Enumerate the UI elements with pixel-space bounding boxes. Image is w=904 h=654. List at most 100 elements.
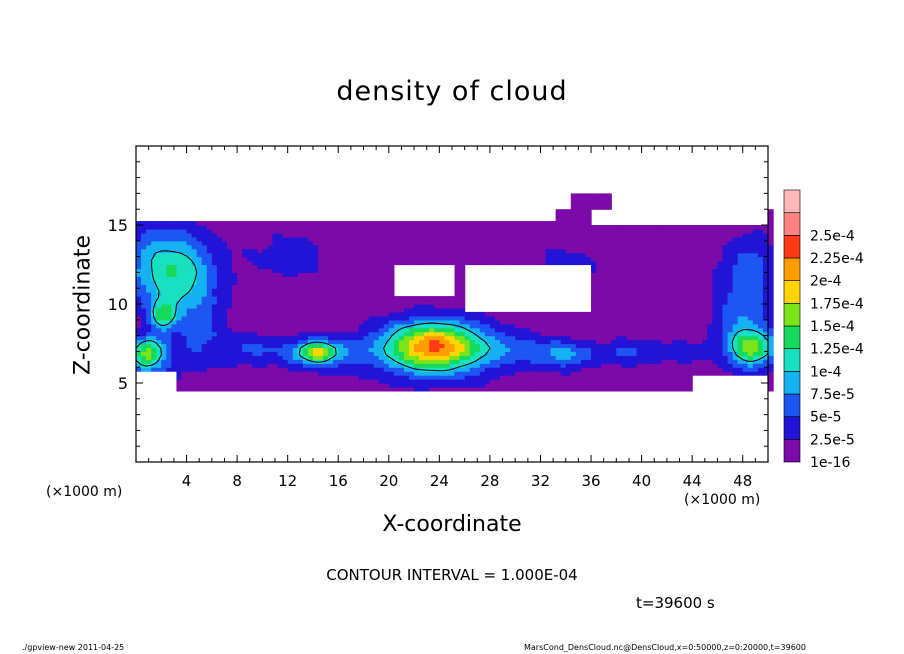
- field-cell: [191, 351, 198, 356]
- field-cell: [469, 327, 476, 333]
- field-cell: [368, 252, 375, 258]
- field-cell: [474, 323, 481, 329]
- field-cell: [707, 331, 713, 337]
- field-cell: [666, 347, 673, 352]
- field-cell: [697, 343, 703, 349]
- field-cell: [444, 319, 451, 325]
- field-cell: [616, 359, 622, 364]
- field-cell: [570, 240, 577, 246]
- field-cell: [494, 221, 501, 226]
- field-cell: [671, 307, 678, 313]
- field-cell: [752, 300, 759, 305]
- field-cell: [383, 304, 390, 309]
- field-cell: [580, 383, 587, 388]
- field-cell: [343, 284, 349, 289]
- field-cell: [479, 355, 486, 360]
- field-cell: [454, 296, 461, 301]
- field-cell: [282, 327, 289, 333]
- field-cell: [550, 359, 557, 364]
- field-cell: [575, 205, 582, 210]
- field-cell: [626, 327, 633, 333]
- field-cell: [646, 260, 653, 266]
- field-cell: [616, 256, 622, 262]
- field-cell: [353, 304, 360, 309]
- field-cell: [196, 276, 203, 281]
- field-cell: [712, 296, 719, 301]
- field-cell: [136, 319, 142, 325]
- field-cell: [712, 244, 719, 250]
- field-cell: [500, 244, 506, 250]
- field-cell: [323, 276, 329, 281]
- field-cell: [474, 252, 481, 258]
- field-cell: [474, 240, 481, 246]
- field-cell: [752, 363, 759, 368]
- field-cell: [272, 327, 279, 333]
- field-cell: [383, 284, 390, 289]
- field-cell: [469, 359, 476, 364]
- field-cell: [676, 264, 683, 270]
- field-cell: [353, 339, 360, 345]
- field-cell: [136, 300, 142, 305]
- field-cell: [227, 284, 233, 289]
- field-cell: [666, 264, 673, 270]
- field-cell: [166, 343, 172, 349]
- field-cell: [302, 300, 309, 305]
- field-cell: [242, 339, 248, 345]
- field-cell: [596, 232, 602, 238]
- field-cell: [666, 280, 673, 285]
- field-cell: [181, 280, 188, 285]
- field-cell: [687, 296, 693, 301]
- field-cell: [338, 284, 344, 289]
- field-cell: [363, 225, 370, 230]
- field-cell: [661, 260, 668, 266]
- field-cell: [747, 335, 754, 341]
- field-cell: [409, 225, 415, 230]
- field-cell: [570, 256, 577, 262]
- field-cell: [292, 315, 299, 321]
- field-cell: [727, 225, 734, 230]
- field-cell: [676, 343, 683, 349]
- field-cell: [661, 379, 668, 384]
- field-cell: [515, 351, 521, 356]
- field-cell: [297, 292, 304, 297]
- field-cell: [176, 351, 183, 356]
- field-cell: [206, 343, 213, 349]
- field-cell: [282, 363, 289, 368]
- field-cell: [232, 363, 238, 368]
- field-cell: [712, 292, 719, 297]
- field-cell: [403, 225, 410, 230]
- field-cell: [166, 221, 172, 226]
- field-cell: [560, 383, 567, 388]
- field-cell: [545, 331, 552, 337]
- field-cell: [585, 205, 592, 210]
- field-cell: [712, 343, 719, 349]
- field-cell: [601, 359, 607, 364]
- field-cell: [328, 240, 334, 246]
- field-cell: [682, 371, 688, 376]
- field-cell: [641, 327, 648, 333]
- field-cell: [318, 315, 324, 321]
- field-cell: [606, 315, 612, 321]
- field-cell: [459, 268, 466, 273]
- field-cell: [474, 351, 481, 356]
- field-cell: [555, 315, 562, 321]
- field-cell: [287, 252, 294, 258]
- field-cell: [722, 315, 729, 321]
- field-cell: [616, 339, 622, 345]
- field-cell: [505, 323, 511, 329]
- field-cell: [702, 335, 708, 341]
- field-cell: [424, 300, 430, 305]
- field-cell: [383, 335, 390, 341]
- field-cell: [414, 363, 420, 368]
- field-cell: [338, 371, 344, 376]
- field-cell: [232, 323, 238, 329]
- field-cell: [676, 331, 683, 337]
- field-cell: [439, 225, 446, 230]
- field-cell: [712, 363, 719, 368]
- field-cell: [621, 386, 628, 392]
- field-cell: [216, 375, 223, 380]
- field-cell: [747, 307, 754, 313]
- field-cell: [282, 359, 289, 364]
- field-cell: [166, 351, 172, 356]
